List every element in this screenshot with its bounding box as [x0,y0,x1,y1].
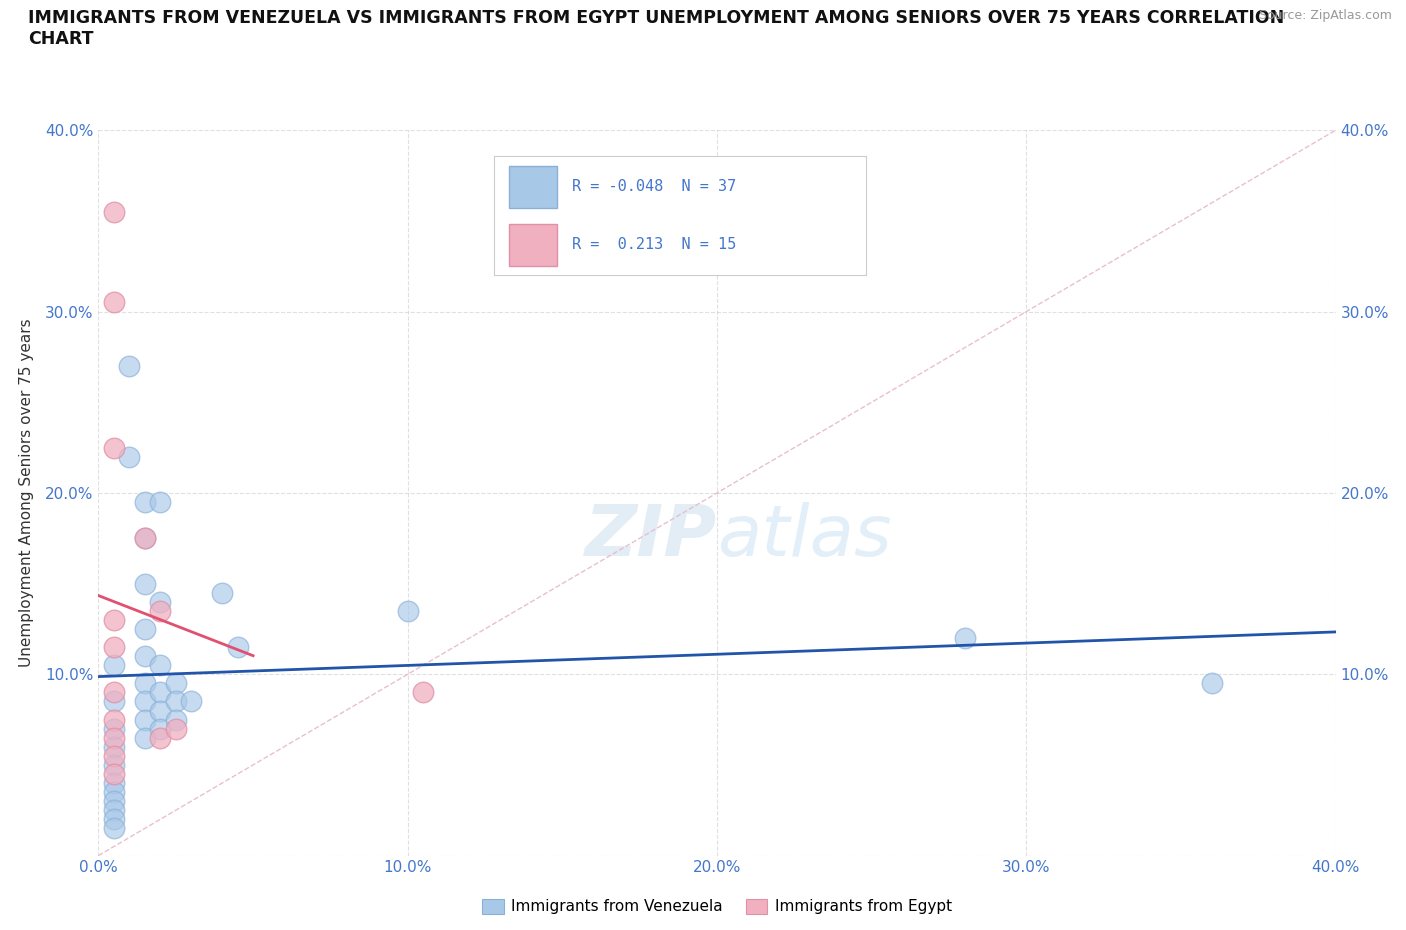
Point [103,684,125,700]
Point [103,712,125,727]
Point [103,658,125,672]
Point [103,794,125,809]
Point [134,577,156,591]
Point [165,712,187,727]
Point [165,722,187,737]
Point [134,531,156,546]
Point [103,739,125,754]
Point [226,640,249,655]
Point [103,730,125,745]
Point [103,722,125,737]
Point [149,594,172,609]
Point [103,205,125,219]
Point [149,604,172,618]
Point [134,694,156,709]
Point [134,531,156,546]
Point [149,684,172,700]
Point [134,649,156,664]
Point [149,722,172,737]
Point [134,495,156,510]
Point [103,757,125,772]
Point [103,821,125,836]
Point [103,785,125,800]
Point [149,703,172,718]
Point [103,613,125,628]
Point [118,449,141,464]
Point [953,631,976,645]
Point [149,495,172,510]
Point [103,440,125,455]
Point [149,730,172,745]
Point [103,766,125,781]
Point [103,812,125,827]
Point [103,749,125,764]
Point [103,295,125,310]
Point [103,640,125,655]
Point [118,359,141,374]
Point [134,676,156,691]
Point [103,694,125,709]
Point [134,730,156,745]
Point [103,803,125,817]
Point [211,585,233,600]
Point [412,684,434,700]
Text: Source: ZipAtlas.com: Source: ZipAtlas.com [1258,9,1392,22]
Text: IMMIGRANTS FROM VENEZUELA VS IMMIGRANTS FROM EGYPT UNEMPLOYMENT AMONG SENIORS OV: IMMIGRANTS FROM VENEZUELA VS IMMIGRANTS … [28,9,1284,48]
Point [396,604,419,618]
Point [1201,676,1223,691]
Text: atlas: atlas [717,502,891,571]
Point [134,621,156,636]
Point [165,676,187,691]
Y-axis label: Unemployment Among Seniors over 75 years: Unemployment Among Seniors over 75 years [18,319,34,667]
Text: ZIP: ZIP [585,502,717,571]
Point [149,658,172,672]
Point [103,776,125,790]
Point [165,694,187,709]
Point [134,712,156,727]
Legend: Immigrants from Venezuela, Immigrants from Egypt: Immigrants from Venezuela, Immigrants fr… [477,893,957,921]
Point [180,694,202,709]
